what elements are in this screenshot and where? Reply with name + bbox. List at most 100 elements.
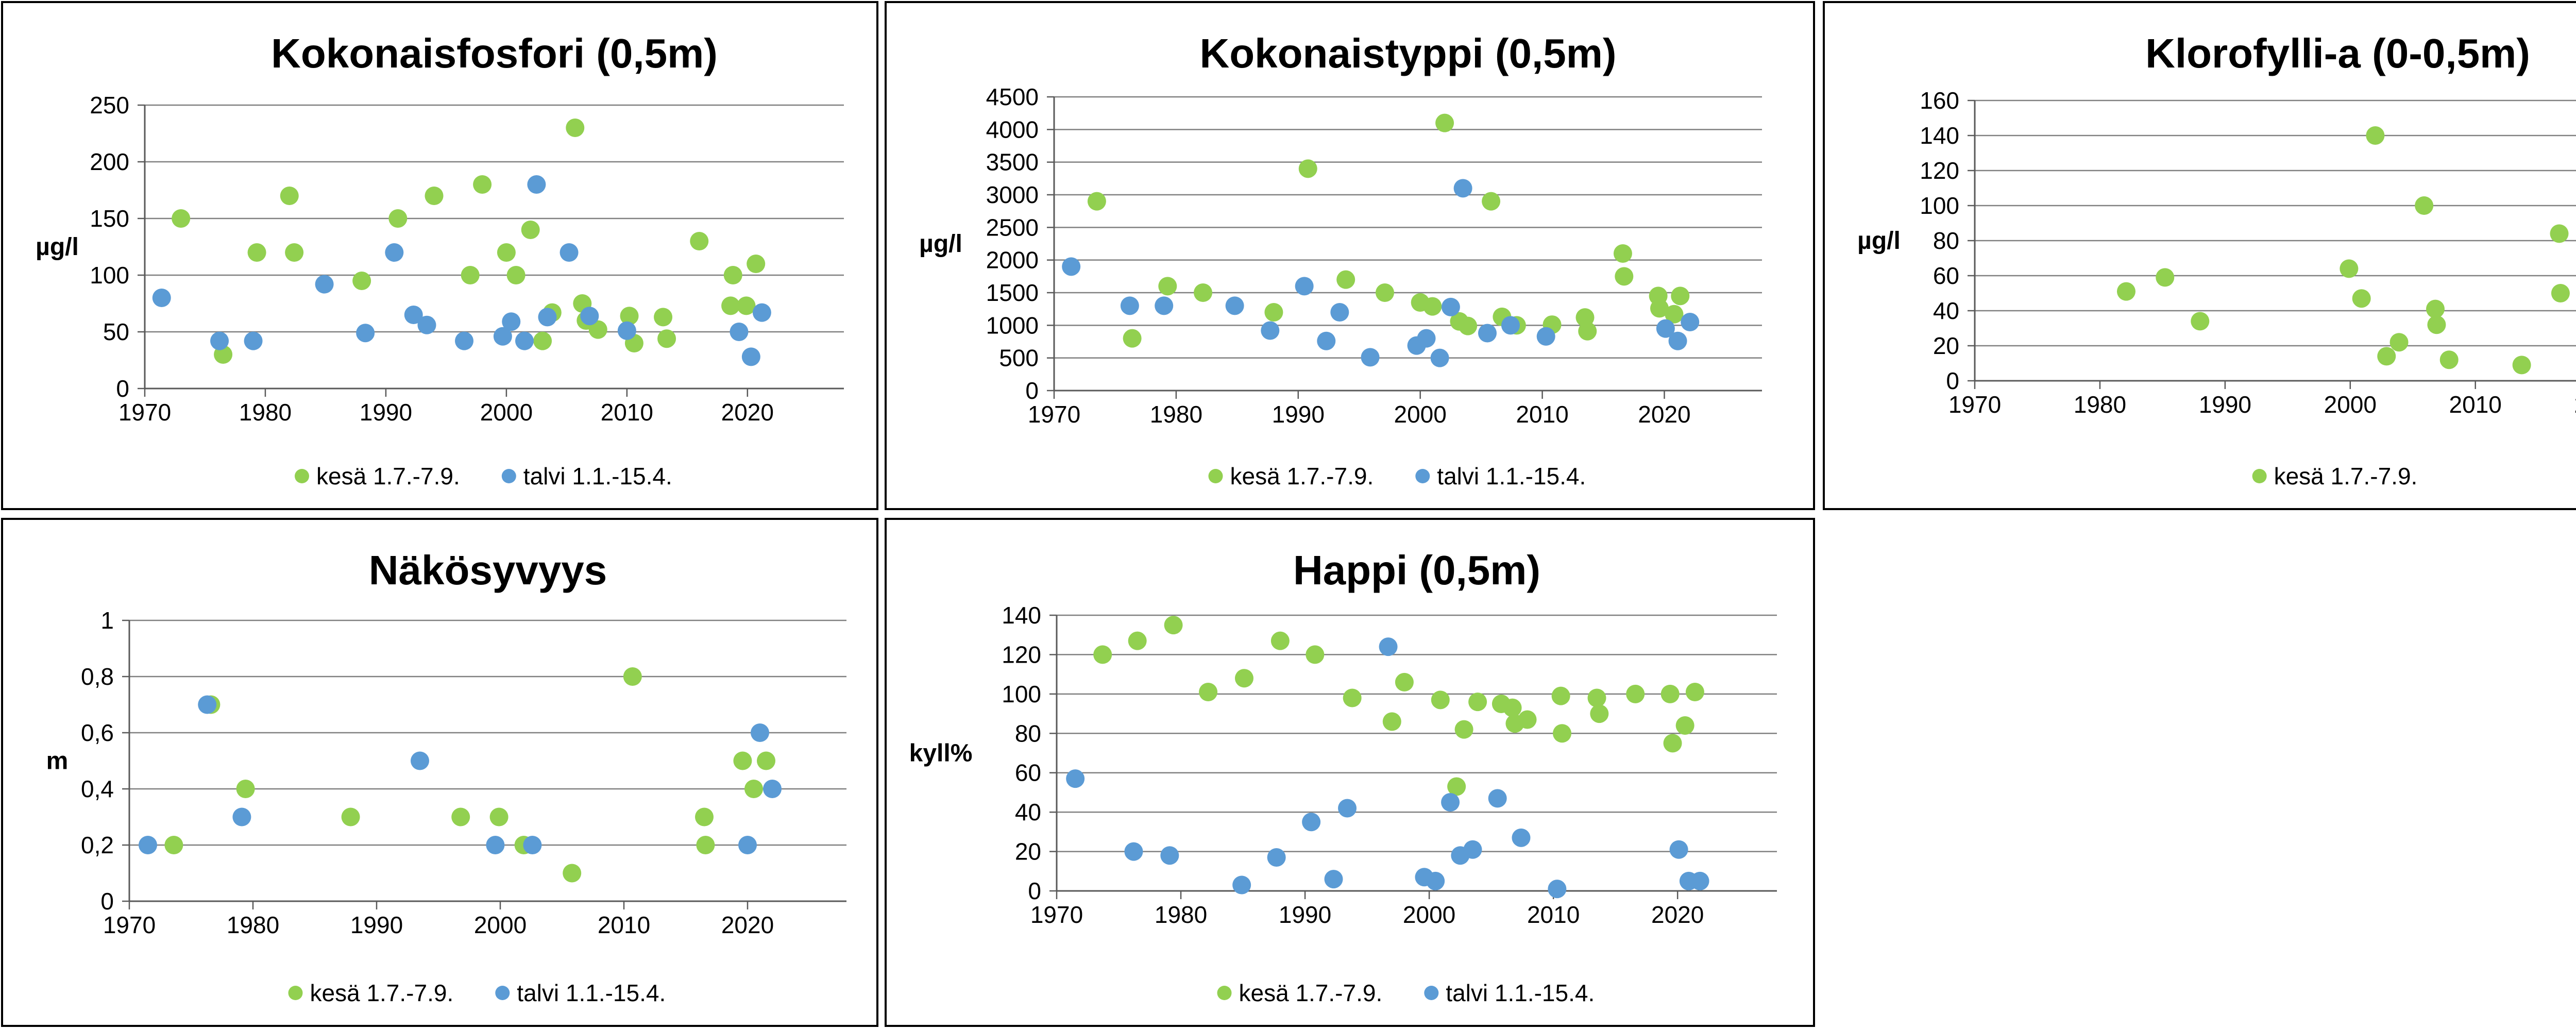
series-kesa	[172, 119, 766, 364]
legend-label-talvi: talvi 1.1.-15.4.	[1446, 980, 1595, 1006]
data-point-talvi	[1512, 828, 1531, 847]
data-point-kesa	[451, 807, 470, 826]
x-tick-label: 1980	[239, 399, 292, 426]
data-point-talvi	[1379, 637, 1398, 656]
series-kesa	[1087, 113, 1690, 348]
data-point-kesa	[1615, 267, 1634, 286]
legend-label-talvi: talvi 1.1.-15.4.	[523, 463, 672, 490]
data-point-kesa	[2377, 347, 2396, 366]
data-point-talvi	[1690, 871, 1709, 890]
data-point-kesa	[1343, 688, 1362, 707]
data-point-talvi	[404, 306, 423, 324]
data-point-kesa	[566, 119, 585, 137]
y-tick-label: 3000	[986, 181, 1039, 208]
data-point-kesa	[733, 751, 752, 770]
x-tick-label: 2000	[474, 912, 527, 938]
data-point-talvi	[523, 836, 542, 854]
legend-marker-kesa	[1208, 469, 1223, 483]
chart-title: Klorofylli-a (0-0,5m)	[2145, 30, 2530, 76]
data-point-talvi	[1062, 257, 1081, 276]
y-tick-label: 100	[90, 262, 129, 289]
y-tick-label: 150	[90, 205, 129, 232]
data-point-talvi	[617, 321, 636, 340]
y-tick-label: 100	[1002, 681, 1041, 707]
y-tick-label: 140	[1002, 602, 1041, 629]
data-point-kesa	[1468, 693, 1487, 712]
x-tick-label: 2010	[601, 399, 653, 426]
x-tick-label: 1980	[1155, 901, 1207, 928]
data-point-kesa	[280, 187, 299, 205]
data-point-kesa	[2550, 224, 2569, 243]
data-point-kesa	[2415, 196, 2434, 215]
x-tick-label: 2020	[721, 399, 774, 426]
data-point-talvi	[139, 836, 157, 854]
data-point-talvi	[417, 315, 436, 334]
data-point-kesa	[747, 255, 766, 273]
data-point-kesa	[1454, 720, 1473, 739]
x-tick-label: 2020	[2574, 391, 2576, 418]
data-point-talvi	[1066, 769, 1085, 788]
data-point-kesa	[657, 329, 676, 348]
chart-panel-happi: 0 20 40 60 80 100 120 140 1970 1980 1990 2000 2010 20…	[885, 518, 1815, 1027]
data-point-kesa	[1587, 688, 1606, 707]
data-point-kesa	[1671, 286, 1690, 306]
legend: kesä 1.7.-7.9. talvi 1.1.-15.4.	[1217, 980, 1595, 1006]
gridlines: 0 20 40 60 80 100 120 140	[1002, 602, 1777, 904]
y-tick-label: 2500	[986, 214, 1039, 241]
y-tick-label: 250	[90, 92, 129, 119]
data-point-talvi	[1261, 321, 1280, 340]
data-point-kesa	[1264, 303, 1283, 322]
data-point-talvi	[515, 331, 534, 350]
chart-panel-klorofylli-a: 0 20 40 60 80 100 120 140 160 1970 1980 1990 2000 201…	[1823, 1, 2576, 510]
data-point-kesa	[1685, 683, 1704, 702]
y-tick-label: 1	[100, 607, 114, 634]
data-point-talvi	[1417, 329, 1436, 348]
data-point-kesa	[461, 266, 480, 284]
data-point-kesa	[521, 221, 540, 239]
x-tick-label: 2010	[1527, 901, 1580, 928]
data-point-kesa	[164, 836, 183, 854]
data-point-talvi	[1267, 848, 1286, 867]
data-point-kesa	[1336, 270, 1355, 289]
legend-label-kesa: kesä 1.7.-7.9.	[1230, 463, 1374, 490]
data-point-kesa	[1123, 329, 1142, 348]
data-point-kesa	[1395, 672, 1414, 691]
y-tick-label: 20	[1933, 332, 1959, 359]
data-point-talvi	[751, 723, 769, 742]
x-tick-label: 2000	[2324, 391, 2377, 418]
data-point-kesa	[690, 232, 709, 250]
data-point-talvi	[493, 327, 512, 346]
data-point-kesa	[1431, 690, 1450, 710]
legend-label-kesa: kesä 1.7.-7.9.	[2274, 463, 2418, 490]
data-point-talvi	[1317, 331, 1336, 350]
data-point-kesa	[1375, 283, 1394, 302]
data-point-kesa	[1578, 322, 1597, 341]
legend: kesä 1.7.-7.9. talvi 1.1.-15.4.	[1208, 463, 1586, 490]
chart-title: Näkösyvyys	[369, 547, 607, 593]
data-point-talvi	[1669, 840, 1688, 859]
data-point-kesa	[1650, 299, 1669, 318]
data-point-kesa	[352, 272, 371, 290]
data-point-talvi	[486, 836, 505, 854]
data-point-kesa	[1518, 710, 1537, 729]
x-tick-label: 1970	[1028, 401, 1080, 428]
chart-panel-nakosyvyys: 0 0,2 0,4 0,6 0,8 1 1970 1980 1990 2000 2010 2020 Nä…	[1, 518, 878, 1027]
data-point-talvi	[1441, 793, 1460, 812]
data-point-kesa	[695, 807, 714, 826]
data-point-kesa	[2427, 315, 2446, 334]
data-point-talvi	[232, 807, 251, 826]
data-point-kesa	[1503, 698, 1522, 717]
series-kesa	[2116, 126, 2570, 375]
legend-label-talvi: talvi 1.1.-15.4.	[1437, 463, 1586, 490]
x-tick-label: 1990	[360, 399, 412, 426]
legend-marker-talvi	[1424, 986, 1439, 1000]
data-point-talvi	[1225, 296, 1244, 315]
data-point-kesa	[2352, 289, 2371, 308]
x-tick-label: 1990	[2199, 391, 2251, 418]
data-point-kesa	[1270, 631, 1290, 650]
x-tick-label: 1970	[103, 912, 156, 938]
legend-label-kesa: kesä 1.7.-7.9.	[1239, 980, 1383, 1006]
x-tick-label: 1990	[1279, 901, 1331, 928]
data-point-kesa	[1087, 192, 1106, 211]
